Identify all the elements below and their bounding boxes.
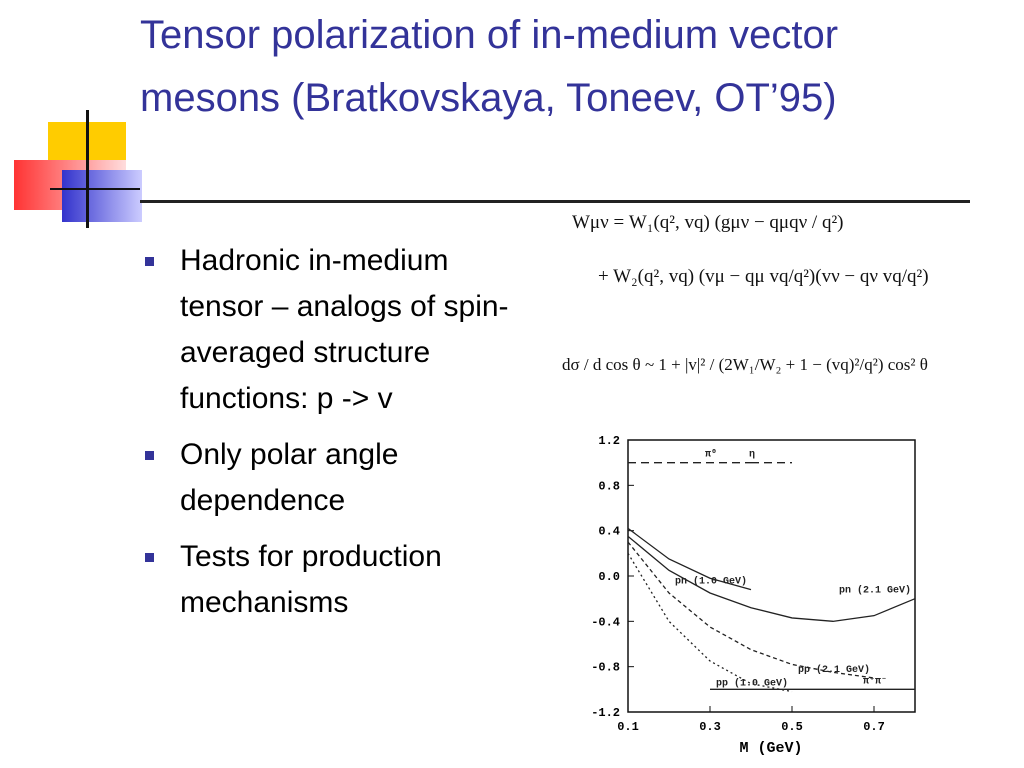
x-tick-label: 0.5 (781, 720, 803, 734)
bullet-list: Hadronic in-medium tensor – analogs of s… (145, 238, 525, 636)
title-rule (140, 200, 970, 203)
slide-title: Tensor polarization of in-medium vector … (140, 13, 839, 120)
curve (627, 541, 875, 679)
y-tick-label: -1.2 (591, 706, 620, 720)
equation: + W₂(q², vq) (vμ − qμ vq/q²)(vν − qν vq/… (598, 266, 929, 287)
curve-label: π⁺π⁻ (863, 676, 887, 687)
curve (627, 535, 916, 622)
curve (627, 527, 752, 591)
y-tick-label: 0.4 (598, 525, 620, 539)
bullet: Hadronic in-medium tensor – analogs of s… (145, 238, 525, 422)
y-tick-label: -0.4 (591, 615, 620, 629)
curve-label: π⁰ (705, 449, 717, 461)
x-tick-label: 0.1 (617, 720, 639, 734)
curve-label: pp (2.1 GeV) (798, 664, 870, 676)
plot-frame (627, 439, 916, 713)
y-tick-label: 0.8 (598, 479, 620, 493)
y-tick-label: -0.8 (591, 661, 620, 675)
curve-label: η (749, 450, 755, 461)
curve-label: pp (1.0 GeV) (716, 678, 788, 690)
curve (627, 552, 793, 693)
curve-label: pn (2.1 GeV) (839, 585, 911, 597)
bullet: Tests for production mechanisms (145, 534, 525, 626)
x-tick-label: 0.3 (699, 720, 721, 734)
equation: dσ / d cos θ ~ 1 + |v|² / (2W₁/W₂ + 1 − … (562, 355, 928, 374)
bullet: Only polar angle dependence (145, 432, 525, 524)
x-axis-label: M (GeV) (739, 740, 802, 757)
x-tick-label: 0.7 (863, 720, 885, 734)
y-tick-label: 1.2 (598, 434, 620, 448)
curve-label: pn (1.0 GeV) (675, 576, 747, 588)
equation: Wμν = W₁(q², vq) (gμν − qμqν / q²) (572, 212, 844, 233)
y-tick-label: 0.0 (598, 570, 620, 584)
